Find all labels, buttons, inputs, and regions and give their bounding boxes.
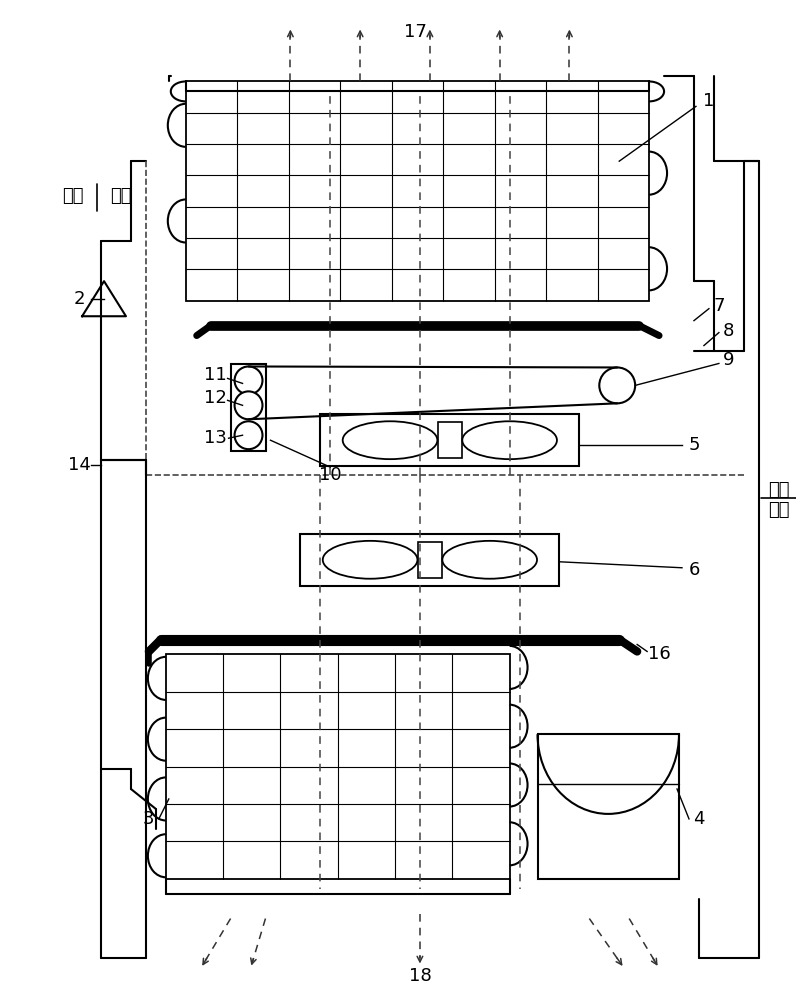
Circle shape xyxy=(599,367,635,403)
Text: 2: 2 xyxy=(73,290,84,308)
Text: 6: 6 xyxy=(689,561,700,579)
Text: 8: 8 xyxy=(723,322,735,340)
Text: 室内: 室内 xyxy=(110,187,132,205)
Text: 1: 1 xyxy=(703,92,715,110)
Bar xyxy=(230,364,266,451)
Text: 12: 12 xyxy=(204,389,227,407)
Circle shape xyxy=(234,366,262,394)
Ellipse shape xyxy=(323,541,418,579)
Circle shape xyxy=(234,421,262,449)
Bar xyxy=(537,734,679,879)
Circle shape xyxy=(234,391,262,419)
Text: 4: 4 xyxy=(693,810,705,828)
Text: 5: 5 xyxy=(689,436,700,454)
Bar xyxy=(438,422,461,458)
Text: 16: 16 xyxy=(648,645,670,663)
Bar xyxy=(418,542,442,578)
Text: 9: 9 xyxy=(723,351,735,369)
Ellipse shape xyxy=(462,421,557,459)
Text: 室外: 室外 xyxy=(768,501,789,519)
Text: 17: 17 xyxy=(403,23,426,41)
Text: 14: 14 xyxy=(68,456,91,474)
Text: 13: 13 xyxy=(204,429,227,447)
Text: 室内: 室内 xyxy=(768,481,789,499)
Bar xyxy=(186,81,649,301)
Ellipse shape xyxy=(442,541,537,579)
Text: 10: 10 xyxy=(319,466,342,484)
Text: 7: 7 xyxy=(713,297,724,315)
Text: 3: 3 xyxy=(143,810,155,828)
Bar xyxy=(300,534,559,586)
Text: 室外: 室外 xyxy=(62,187,84,205)
Bar xyxy=(166,654,509,879)
Ellipse shape xyxy=(343,421,438,459)
Bar xyxy=(320,414,579,466)
Text: 18: 18 xyxy=(409,967,431,985)
Text: 11: 11 xyxy=(204,366,227,384)
